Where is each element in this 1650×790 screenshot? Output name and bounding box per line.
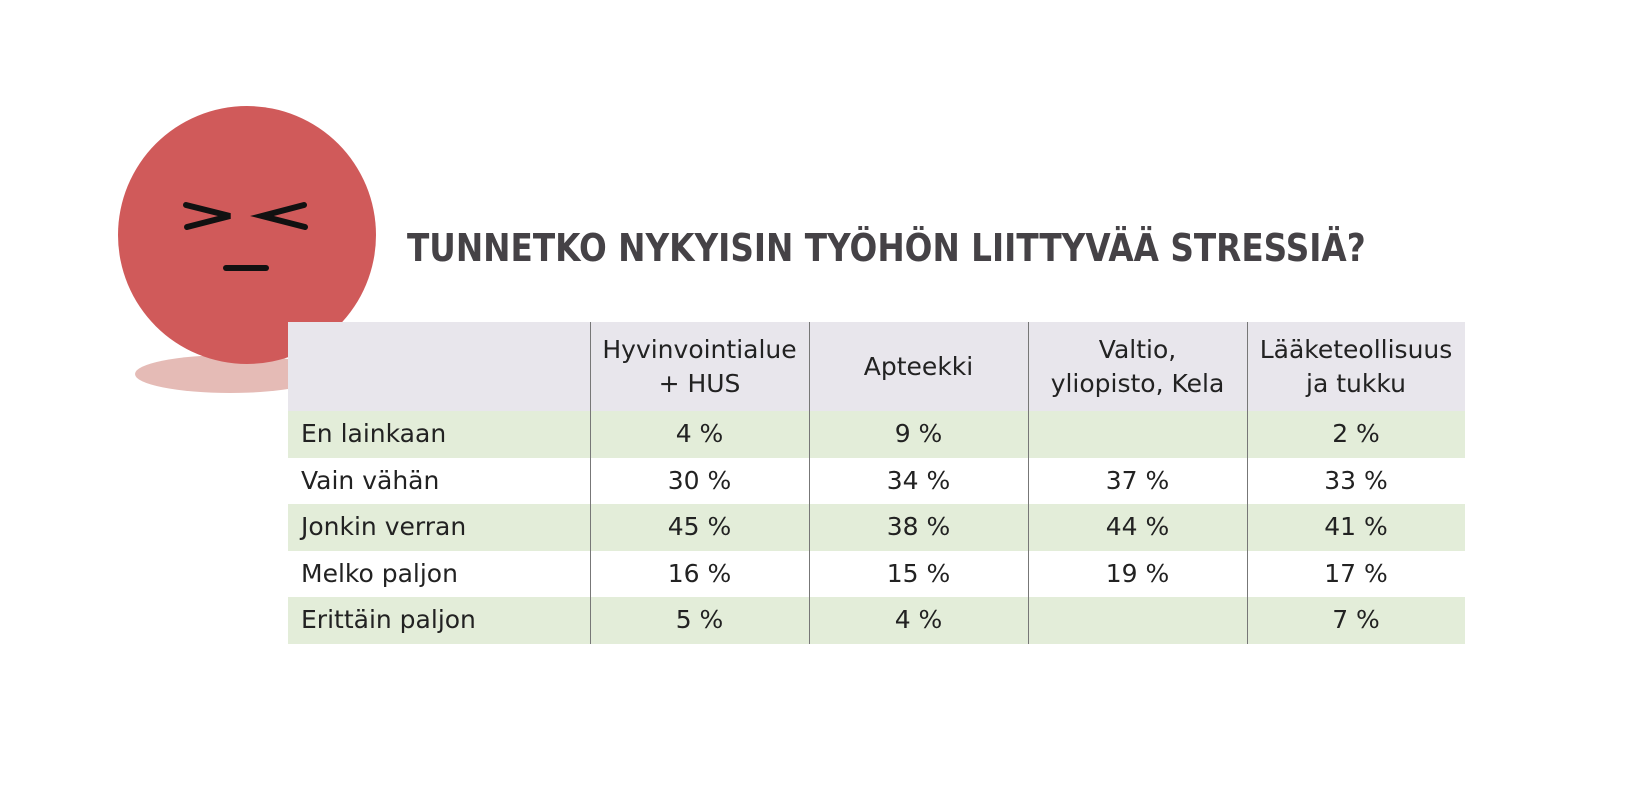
row-label: En lainkaan [301, 419, 447, 449]
value-cell: 37 % [1105, 465, 1170, 495]
value-cell: 38 % [886, 512, 951, 542]
value-cell: 34 % [886, 465, 951, 495]
value-cell: 33 % [1324, 465, 1388, 495]
column-divider [809, 322, 810, 644]
column-header: Lääketeollisuus ja tukku [1247, 322, 1465, 411]
row-label: Melko paljon [301, 558, 458, 588]
stress-face-icon [118, 106, 376, 393]
eye [183, 202, 231, 230]
column-divider [1247, 322, 1248, 644]
value-cell: 9 % [894, 419, 943, 449]
row-background [288, 411, 1465, 458]
header-line: yliopisto, Kela [1050, 368, 1225, 398]
value-cell: 41 % [1324, 512, 1388, 542]
value-cell: 16 % [667, 558, 732, 588]
column-divider [590, 322, 591, 644]
value-cell: 15 % [886, 558, 951, 588]
value-cell: 5 % [675, 605, 724, 635]
column-header: Hyvinvointialue + HUS [590, 322, 809, 411]
row-label: Erittäin paljon [301, 605, 476, 635]
column-divider [1028, 322, 1029, 644]
value-cell: 30 % [667, 465, 732, 495]
header-line: + HUS [658, 368, 741, 398]
value-cell: 44 % [1105, 512, 1170, 542]
row-label: Vain vähän [301, 465, 440, 495]
header-line: Lääketeollisuus [1259, 334, 1453, 364]
row-background [288, 504, 1465, 551]
header-line: ja tukku [1306, 368, 1406, 398]
value-cell: 17 % [1324, 558, 1388, 588]
value-cell: 19 % [1105, 558, 1170, 588]
eye [250, 202, 308, 230]
column-header: Valtio, yliopisto, Kela [1028, 322, 1247, 411]
value-cell: 4 % [675, 419, 724, 449]
value-cell: 7 % [1332, 605, 1380, 635]
row-background [288, 597, 1465, 644]
face [118, 106, 376, 364]
header-background [288, 322, 1465, 411]
header-line: Hyvinvointialue [602, 334, 797, 364]
title: TUNNETKO NYKYISIN TYÖHÖN LIITTYVÄÄ STRES… [407, 226, 1366, 270]
row-label: Jonkin verran [301, 512, 467, 542]
value-cell: 4 % [894, 605, 943, 635]
value-cell: 45 % [667, 512, 732, 542]
value-cell: 2 % [1332, 419, 1380, 449]
shadow [135, 355, 325, 393]
header-line: Apteekki [863, 351, 974, 381]
column-header: Apteekki [809, 322, 1028, 411]
header-line: Valtio, [1098, 334, 1177, 364]
